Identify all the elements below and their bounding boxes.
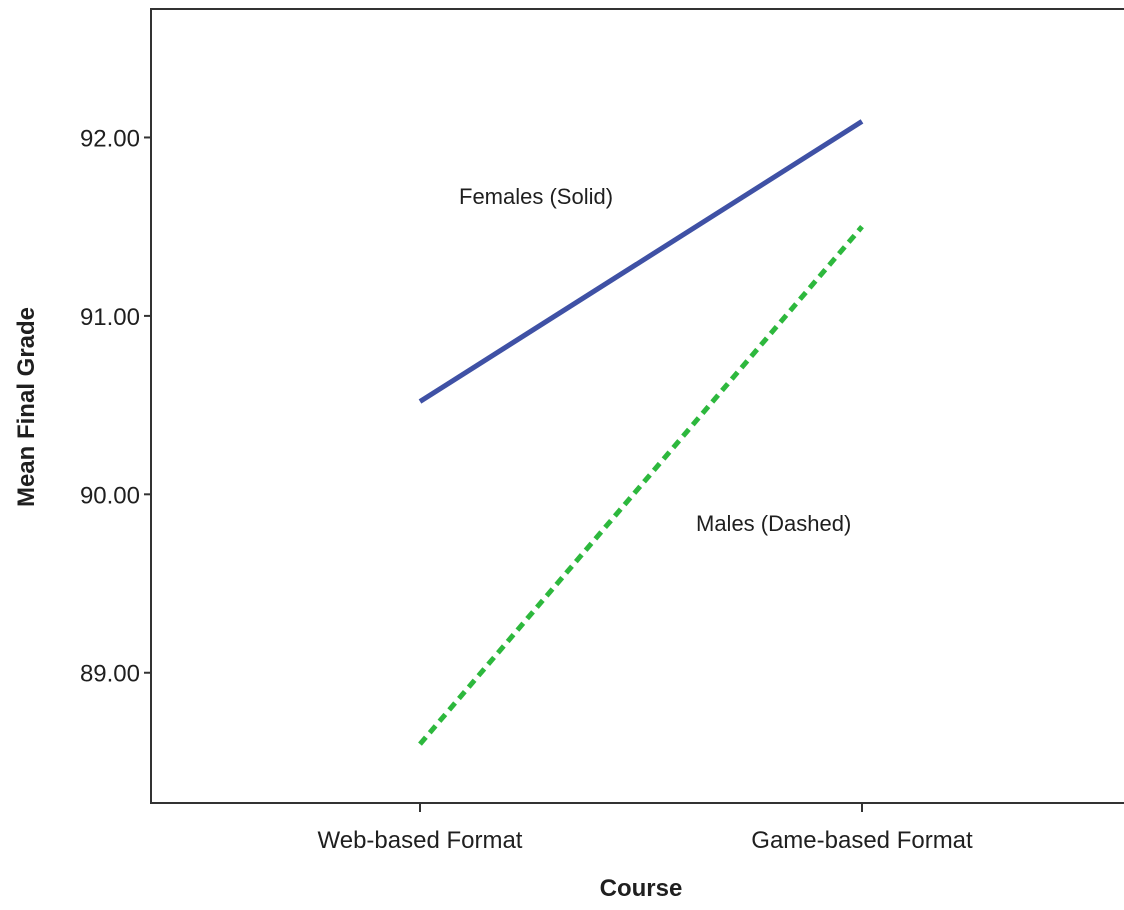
y-tick-label: 92.00 (80, 125, 140, 152)
males-dashed-line (418, 225, 864, 746)
y-axis: 89.00 90.00 91.00 92.00 (80, 125, 151, 688)
series-layer (418, 119, 864, 746)
females-annotation: Females (Solid) (459, 184, 613, 209)
x-axis-title: Course (600, 875, 683, 902)
x-tick-label: Web-based Format (318, 827, 523, 854)
y-tick-label: 89.00 (80, 661, 140, 688)
y-tick-label: 90.00 (80, 482, 140, 509)
plot-frame (150, 8, 1124, 804)
y-tick-label: 91.00 (80, 304, 140, 331)
y-axis-title: Mean Final Grade (13, 307, 40, 507)
x-tick-label: Game-based Format (751, 827, 973, 854)
x-axis: Web-based Format Game-based Format (318, 803, 973, 854)
females-solid-line (418, 119, 864, 404)
males-annotation: Males (Dashed) (696, 511, 851, 536)
